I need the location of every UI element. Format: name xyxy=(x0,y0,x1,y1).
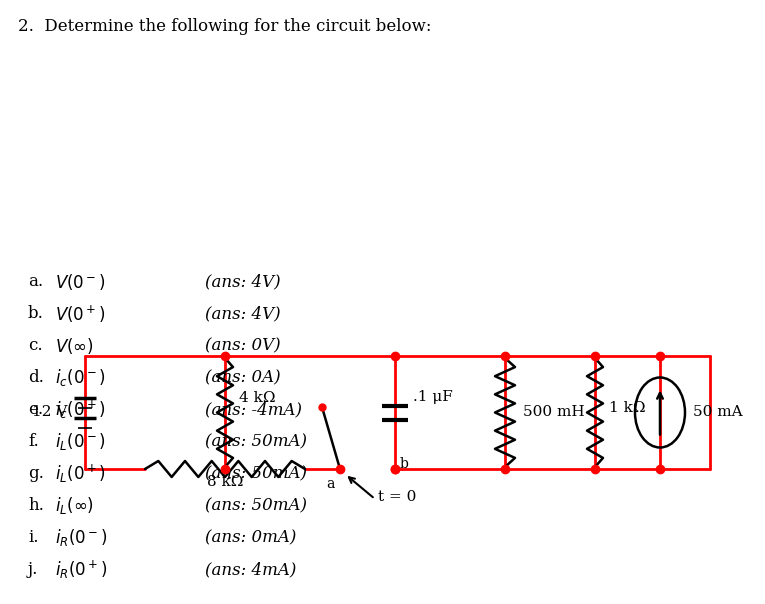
Text: 1 kΩ: 1 kΩ xyxy=(609,400,646,414)
Text: $i_c(0^+)$: $i_c(0^+)$ xyxy=(55,399,106,421)
Text: $i_L(\infty)$: $i_L(\infty)$ xyxy=(55,495,94,516)
Text: (ans: 4mA): (ans: 4mA) xyxy=(205,562,296,579)
Text: (ans: 0mA): (ans: 0mA) xyxy=(205,530,296,547)
Text: f.: f. xyxy=(28,434,39,451)
Text: (ans: 50mA): (ans: 50mA) xyxy=(205,434,307,451)
Text: $V(\infty)$: $V(\infty)$ xyxy=(55,336,94,356)
Text: g.: g. xyxy=(28,466,44,483)
Text: $V(0^+)$: $V(0^+)$ xyxy=(55,303,106,325)
Text: (ans: -4mA): (ans: -4mA) xyxy=(205,402,302,419)
Text: e.: e. xyxy=(28,402,43,419)
Text: 2.  Determine the following for the circuit below:: 2. Determine the following for the circu… xyxy=(18,18,431,35)
Text: (ans: 0A): (ans: 0A) xyxy=(205,370,281,387)
Text: (ans: 50mA): (ans: 50mA) xyxy=(205,466,307,483)
Text: b: b xyxy=(400,457,409,471)
Text: $i_c(0^-)$: $i_c(0^-)$ xyxy=(55,367,106,388)
Text: b.: b. xyxy=(28,306,44,323)
Text: .1 μF: .1 μF xyxy=(413,391,453,405)
Text: $i_R(0^+)$: $i_R(0^+)$ xyxy=(55,559,107,581)
Text: (ans: 4V): (ans: 4V) xyxy=(205,274,281,291)
Text: i.: i. xyxy=(28,530,38,547)
Text: a: a xyxy=(327,477,335,491)
Text: 50 mA: 50 mA xyxy=(693,405,743,420)
Text: d.: d. xyxy=(28,370,44,387)
Text: (ans: 50mA): (ans: 50mA) xyxy=(205,498,307,515)
Text: t = 0: t = 0 xyxy=(378,490,416,504)
Text: c.: c. xyxy=(28,338,43,355)
Text: 8 kΩ: 8 kΩ xyxy=(207,475,243,489)
Text: j.: j. xyxy=(28,562,38,579)
Text: 4 kΩ: 4 kΩ xyxy=(239,391,275,405)
Text: $i_L(0^+)$: $i_L(0^+)$ xyxy=(55,463,106,485)
Text: $i_R(0^-)$: $i_R(0^-)$ xyxy=(55,527,107,548)
Text: 500 mH: 500 mH xyxy=(523,405,584,420)
Text: $i_L(0^-)$: $i_L(0^-)$ xyxy=(55,431,106,452)
Text: a.: a. xyxy=(28,274,43,291)
Text: 12 V: 12 V xyxy=(31,405,67,420)
Text: (ans: 0V): (ans: 0V) xyxy=(205,338,281,355)
Text: (ans: 4V): (ans: 4V) xyxy=(205,306,281,323)
Text: h.: h. xyxy=(28,498,44,515)
Text: $V(0^-)$: $V(0^-)$ xyxy=(55,272,106,292)
